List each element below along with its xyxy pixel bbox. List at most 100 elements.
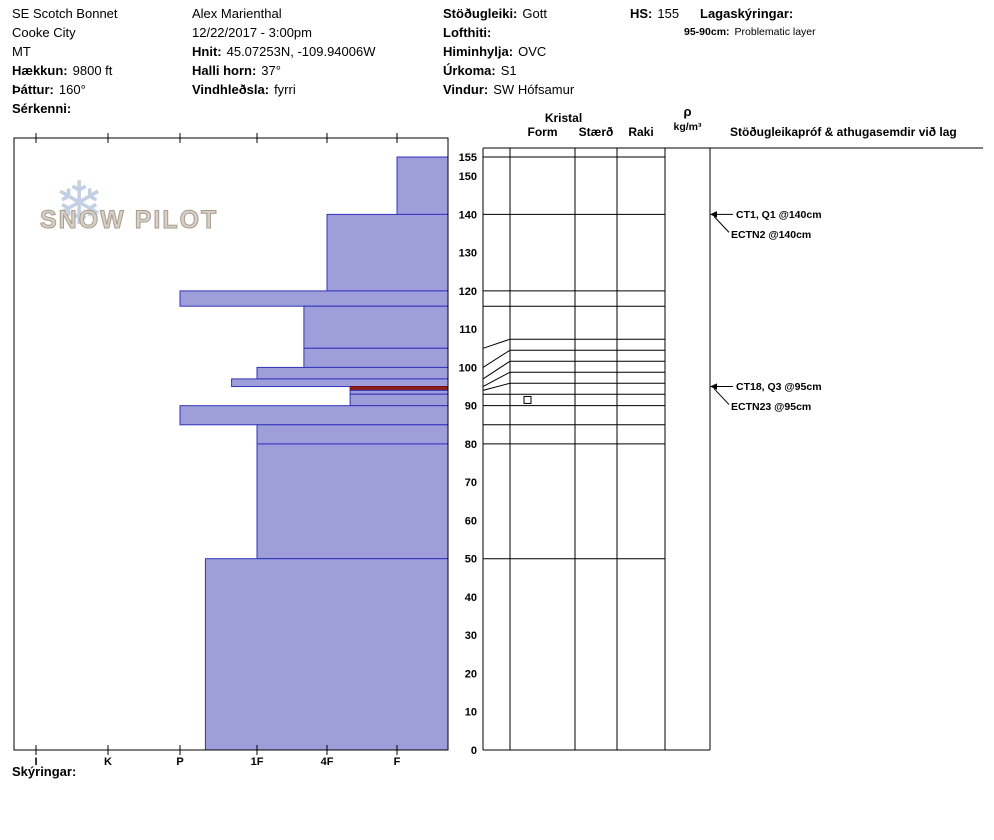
stability-test-annotation: ECTN23 @95cm: [731, 401, 811, 413]
hardness-chart-border: [13, 137, 449, 751]
snow-layer-bar: [256, 424, 449, 445]
sky-cover-value: OVC: [518, 44, 547, 59]
annotation-leader-line: [713, 216, 730, 233]
snowpilot-logo-text: SNOW PILOT: [39, 206, 219, 235]
snow-height-column: HS: 155: [630, 4, 696, 23]
windloading-label: Vindhleðsla:: [192, 82, 270, 97]
conditions-column: Stöðugleiki: Gott Lofthiti: Himinhylja: OV…: [443, 4, 628, 99]
hardness-axis-label: 4F: [321, 756, 334, 768]
annotation-arrowhead-icon: [710, 383, 717, 390]
column-header-moisture: Raki: [628, 125, 653, 139]
column-header-density: ρ: [683, 104, 691, 119]
layer-notes-column: Lagaskýringar: 95-90cm: Problematic layer: [684, 4, 985, 42]
precip-label: Úrkoma:: [443, 63, 496, 78]
site-name: SE Scotch Bonnet: [12, 6, 118, 21]
wind-label: Vindur:: [443, 82, 489, 97]
layer-note-range: 95-90cm:: [684, 26, 730, 38]
annotation-leader-line: [713, 388, 730, 405]
column-header-kristal: Kristal: [545, 111, 582, 125]
snow-layer-bar: [204, 558, 449, 751]
depth-axis-label: 70: [465, 477, 477, 489]
layer-row-leader-line: [482, 349, 511, 368]
airtemp-label: Lofthiti:: [443, 25, 492, 40]
depth-axis-label: 0: [471, 745, 477, 757]
snow-layer-bar: [179, 405, 449, 426]
snow-layer-bar: [256, 366, 449, 380]
features-label: Sérkenni:: [12, 101, 72, 116]
depth-axis-label: 140: [459, 209, 477, 221]
depth-axis-label: 90: [465, 401, 477, 413]
hardness-axis-label: P: [176, 756, 183, 768]
aspect-label: Þáttur:: [12, 82, 54, 97]
annotation-arrowhead-icon: [710, 211, 717, 218]
layer-row-leader-line: [482, 338, 511, 349]
snow-layer-bar: [256, 443, 449, 560]
stability-test-annotation: CT18, Q3 @95cm: [736, 381, 822, 393]
stability-value: Gott: [522, 6, 547, 21]
coords-value: 45.07253N, -109.94006W: [226, 44, 376, 59]
windloading-value: fyrri: [274, 82, 296, 97]
wind-value: SW Hófsamur: [493, 82, 575, 97]
stability-test-annotation: ECTN2 @140cm: [731, 229, 811, 241]
column-header-stability-tests: Stöðugleikapróf & athugasemdir við lag: [730, 125, 957, 139]
snow-layer-bar: [349, 389, 449, 395]
snowflake-icon: ❄: [54, 170, 105, 237]
hs-value: 155: [657, 6, 680, 21]
site-state: MT: [12, 44, 31, 59]
depth-axis-label: 40: [465, 592, 477, 604]
slope-angle-value: 37°: [261, 63, 281, 78]
pit-datetime: 12/22/2017 - 3:00pm: [192, 25, 312, 40]
depth-axis-label: 50: [465, 554, 477, 566]
observer-name: Alex Marienthal: [192, 6, 282, 21]
depth-axis-label: 20: [465, 668, 477, 680]
snow-layer-bar: [231, 378, 449, 388]
elevation-label: Hækkun:: [12, 63, 68, 78]
column-header-density-unit: kg/m³: [673, 121, 702, 133]
aspect-value: 160°: [58, 82, 86, 97]
hardness-axis-label: K: [104, 756, 112, 768]
depth-axis-label: 110: [459, 324, 477, 336]
depth-axis-label: 60: [465, 515, 477, 527]
site-info-column: SE Scotch Bonnet Cooke City MT Hækkun: 98…: [12, 4, 187, 118]
snow-layer-bar: [396, 156, 449, 215]
column-header-size: Stærð: [579, 125, 614, 139]
depth-axis-label: 10: [465, 707, 477, 719]
depth-axis-label: 120: [459, 286, 477, 298]
snow-layer-bar: [303, 347, 449, 368]
legend-label: Skýringar:: [12, 764, 77, 779]
precip-value: S1: [500, 63, 517, 78]
hs-label: HS:: [630, 6, 653, 21]
sky-cover-label: Himinhylja:: [443, 44, 514, 59]
flagged-layer-bar: [349, 386, 449, 391]
layer-row-leader-line: [482, 371, 511, 387]
stability-label: Stöðugleiki:: [443, 6, 518, 21]
snow-layer-bar: [349, 393, 449, 407]
column-header-form: Form: [528, 125, 558, 139]
layer-notes-label: Lagaskýringar:: [700, 6, 794, 21]
stability-test-annotation: CT1, Q1 @140cm: [736, 209, 822, 221]
depth-axis-label: 130: [459, 248, 477, 260]
layer-row-leader-line: [482, 360, 511, 380]
layer-note-text: Problematic layer: [734, 26, 816, 38]
slope-angle-label: Halli horn:: [192, 63, 257, 78]
depth-axis-label: 155: [459, 152, 477, 164]
hardness-axis-label: I: [34, 756, 37, 768]
observer-info-column: Alex Marienthal 12/22/2017 - 3:00pm Hnit…: [192, 4, 442, 99]
snow-layer-bar: [303, 305, 449, 349]
depth-axis-label: 30: [465, 630, 477, 642]
coords-label: Hnit:: [192, 44, 222, 59]
snow-layer-bar: [326, 213, 449, 292]
snow-layer-bar: [179, 290, 449, 307]
depth-axis-label: 150: [459, 171, 477, 183]
crystal-form-symbol-faceted-square: [523, 395, 532, 404]
snowpilot-logo: ❄ SNOW PILOT: [39, 174, 240, 256]
site-city: Cooke City: [12, 25, 76, 40]
layer-row-leader-line: [482, 382, 511, 391]
hardness-axis-label: 1F: [251, 756, 264, 768]
depth-axis-label: 100: [459, 362, 477, 374]
depth-axis-label: 80: [465, 439, 477, 451]
elevation-value: 9800 ft: [72, 63, 113, 78]
hardness-axis-label: F: [394, 756, 401, 768]
